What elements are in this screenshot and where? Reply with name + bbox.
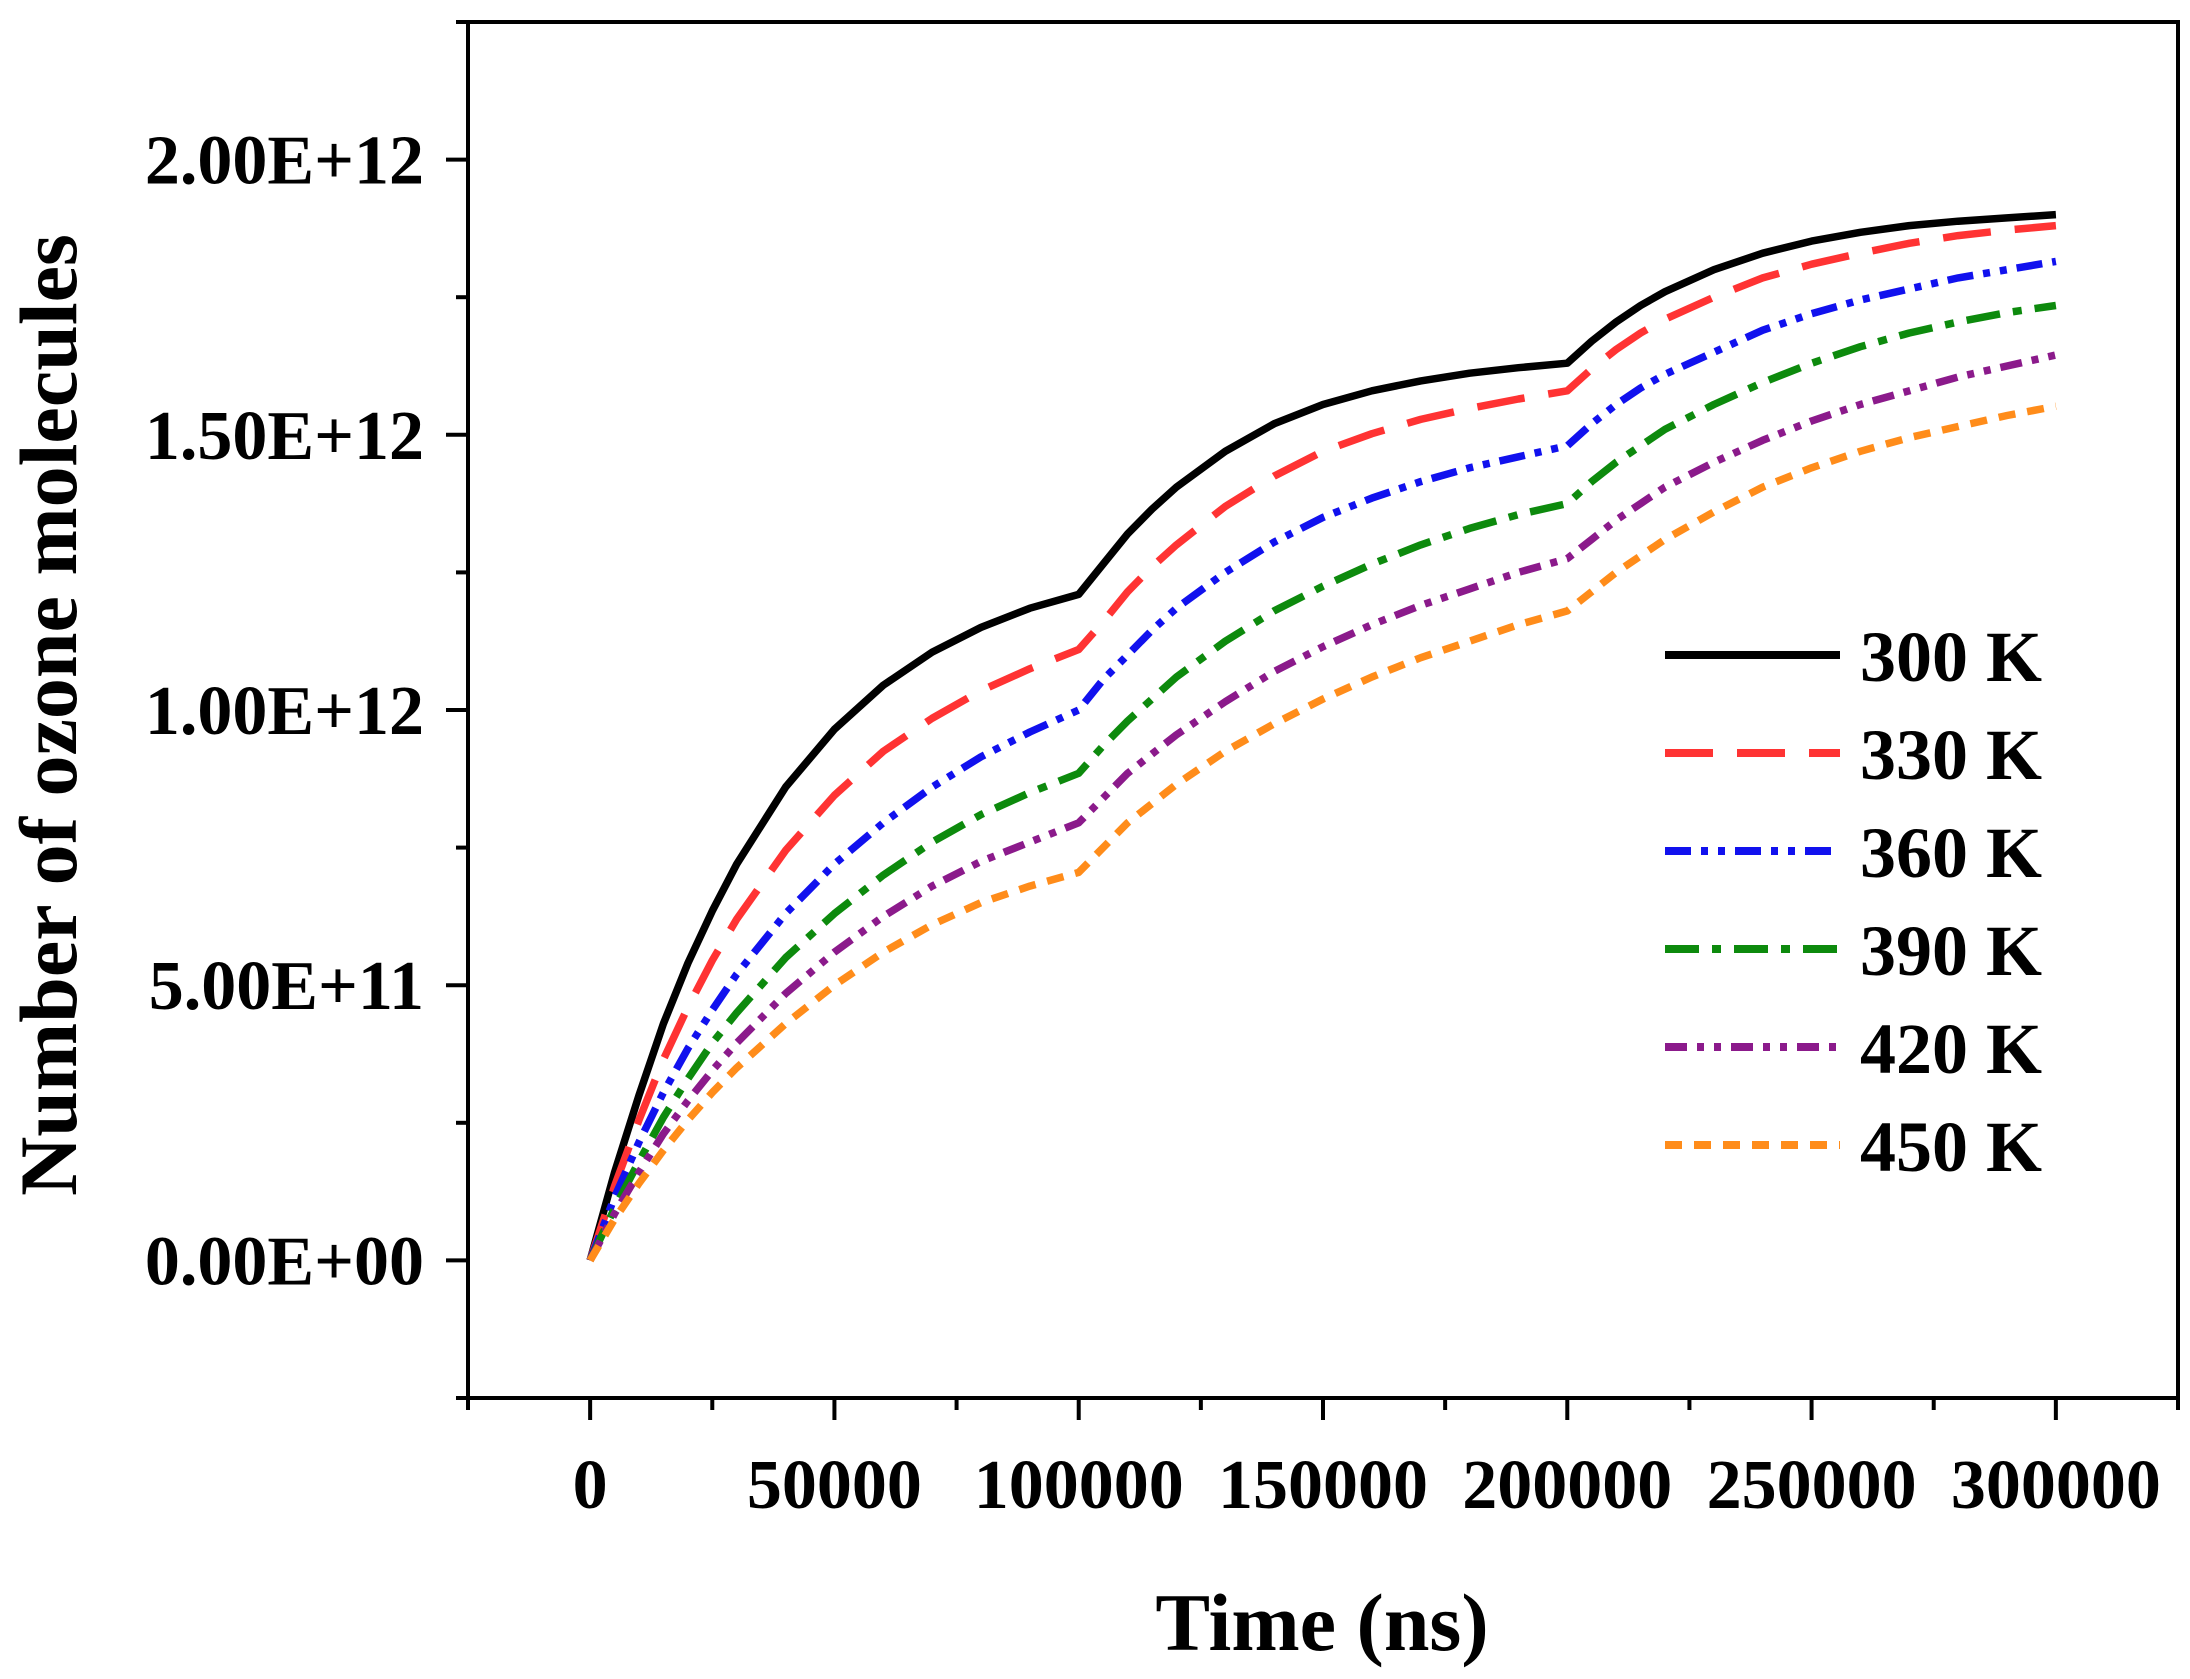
x-tick-label: 200000: [1462, 1447, 1672, 1524]
series-line-390-k: [586, 301, 2057, 1262]
x-tick-label: 0: [573, 1447, 608, 1524]
y-tick-label: 1.00E+12: [145, 673, 424, 750]
legend-label: 420 K: [1860, 1009, 2042, 1089]
y-tick-label: 5.00E+11: [149, 948, 424, 1025]
y-tick-label: 2.00E+12: [145, 123, 424, 200]
series-line-360-k: [586, 257, 2057, 1262]
y-axis-title: Number of ozone molecules: [3, 234, 94, 1196]
series-layer: [586, 210, 2057, 1263]
x-tick-label: 50000: [747, 1447, 922, 1524]
series-line-420-k: [586, 351, 2057, 1263]
x-tick-label: 150000: [1218, 1447, 1428, 1524]
legend: 300 K 330 K 360 K 390 K 420 K 450 K: [1665, 617, 2042, 1187]
y-tick-label: 0.00E+00: [145, 1223, 424, 1300]
y-tick-label: 1.50E+12: [145, 398, 424, 475]
x-axis-title: Time (ns): [1155, 1577, 1488, 1668]
axes-layer: 0 50000 100000 150000 200000 250000 300000 0.00…: [145, 20, 2180, 1524]
legend-label: 300 K: [1860, 617, 2042, 697]
x-tick-label: 100000: [974, 1447, 1184, 1524]
legend-label: 390 K: [1860, 911, 2042, 991]
legend-label: 450 K: [1860, 1107, 2042, 1187]
legend-label: 360 K: [1860, 813, 2042, 893]
series-line-450-k: [586, 402, 2057, 1263]
x-tick-label: 300000: [1951, 1447, 2161, 1524]
x-tick-label: 250000: [1707, 1447, 1917, 1524]
series-line-330-k: [586, 221, 2057, 1262]
series-line-300-k: [586, 210, 2057, 1262]
legend-label: 330 K: [1860, 715, 2042, 795]
